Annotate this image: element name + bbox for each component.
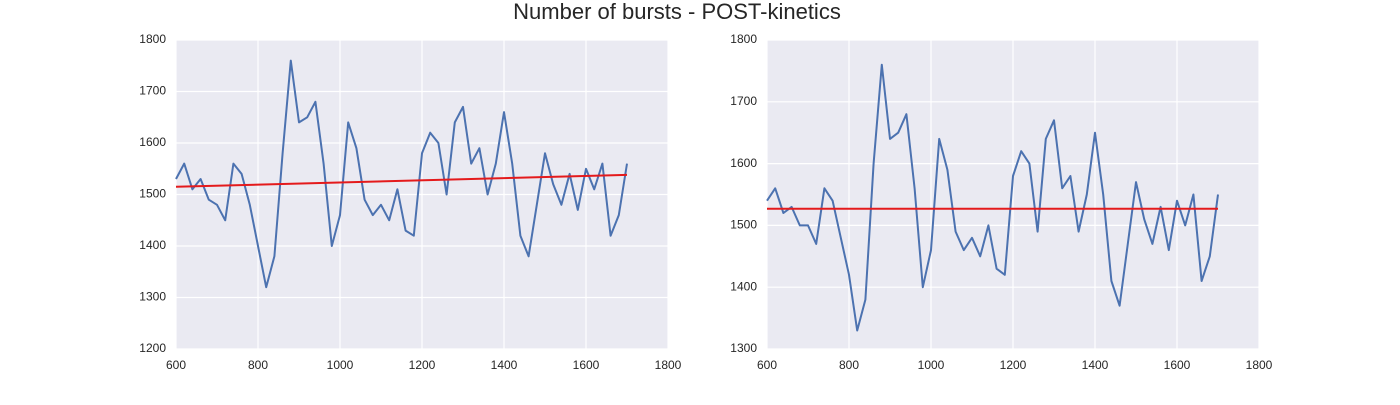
data-line: [766, 63, 1219, 332]
x-tick-label: 600: [757, 358, 777, 372]
y-tick-label: 1400: [139, 238, 166, 252]
y-tick-label: 1500: [730, 218, 757, 232]
y-tick-label: 1800: [730, 32, 757, 46]
y-tick-label: 1600: [730, 156, 757, 170]
y-tick-label: 1300: [139, 290, 166, 304]
x-tick-label: 1200: [409, 358, 436, 372]
y-tick-label: 1300: [730, 341, 757, 355]
x-tick-label: 1200: [1000, 358, 1027, 372]
x-tick-label: 1400: [491, 358, 518, 372]
x-tick-label: 800: [248, 358, 268, 372]
x-tick-label: 1000: [327, 358, 354, 372]
data-line: [175, 59, 628, 289]
x-tick-label: 600: [166, 358, 186, 372]
x-tick-label: 1800: [1246, 358, 1273, 372]
subplot: 1300 1400 1500 1600 1700 1800 600 800 1000 1200 14…: [730, 32, 1272, 372]
y-tick-label: 1700: [730, 94, 757, 108]
y-tick-label: 1200: [139, 341, 166, 355]
x-tick-label: 800: [839, 358, 859, 372]
y-tick-label: 1800: [139, 32, 166, 46]
x-tick-label: 1000: [918, 358, 945, 372]
y-tick-label: 1500: [139, 187, 166, 201]
y-tick-label: 1400: [730, 279, 757, 293]
y-tick-label: 1700: [139, 84, 166, 98]
y-tick-label: 1600: [139, 135, 166, 149]
subplot: 1200 1300 1400 1500 1600 1700 1800 600 800 1000 12…: [139, 32, 681, 372]
x-tick-label: 1600: [573, 358, 600, 372]
figure-title: Number of bursts - POST-kinetics: [513, 0, 841, 24]
x-tick-label: 1600: [1164, 358, 1191, 372]
data-line: [175, 173, 628, 188]
x-tick-label: 1400: [1082, 358, 1109, 372]
x-tick-label: 1800: [655, 358, 682, 372]
